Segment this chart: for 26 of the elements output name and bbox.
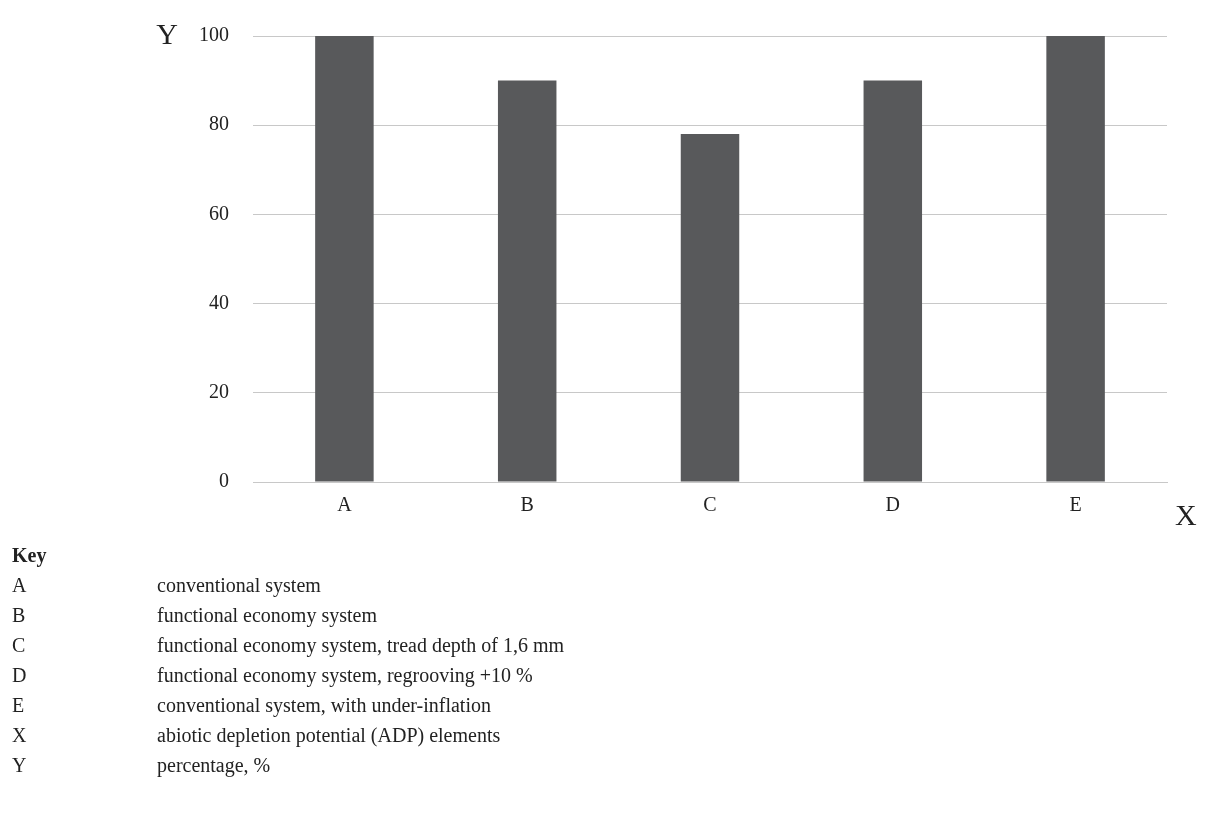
- bar: [315, 36, 374, 482]
- y-axis-title: Y: [156, 16, 178, 50]
- text: Key: [12, 543, 48, 569]
- y-tick-label: 0: [219, 469, 229, 492]
- bar: [863, 80, 923, 482]
- bar: [497, 80, 557, 482]
- text: Y percentage, %: [12, 754, 271, 776]
- x-tick-label: C: [703, 493, 717, 516]
- y-tick-label: 80: [209, 112, 229, 135]
- text: E conventional system, with under-inflation: [12, 694, 491, 716]
- x-tick-label: B: [520, 493, 534, 516]
- x-tick-label: E: [1069, 493, 1082, 516]
- y-tick-label: 100: [199, 23, 229, 46]
- text: A conventional system: [12, 574, 321, 596]
- text: B functional economy system: [12, 604, 377, 626]
- bar: [680, 134, 740, 482]
- text: D functional economy system, regrooving +10 %: [12, 664, 533, 686]
- y-tick-label: 20: [209, 380, 229, 403]
- y-tick-label: 60: [209, 201, 229, 224]
- x-tick-label: A: [337, 493, 353, 516]
- y-tick-label: 40: [209, 290, 229, 313]
- x-axis-title: X: [1175, 497, 1197, 531]
- bar: [1046, 36, 1105, 482]
- text: X abiotic depletion potential (ADP) elements: [12, 724, 501, 746]
- x-tick-label: D: [885, 493, 901, 516]
- text: C functional economy system, tread depth of 1,6 mm: [12, 634, 565, 656]
